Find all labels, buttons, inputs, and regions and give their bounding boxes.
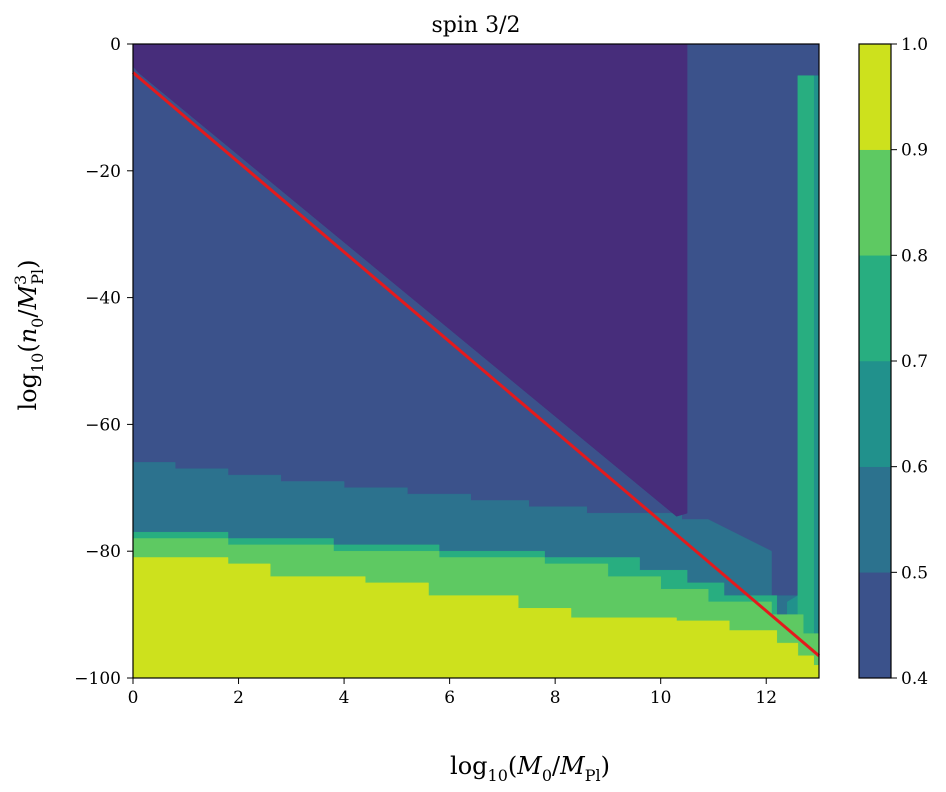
- x-tick-label: 10: [650, 688, 672, 708]
- contour-region-3: [797, 75, 814, 679]
- colorbar-segment: [858, 43, 892, 150]
- colorbar-tick-label: 0.4: [901, 669, 928, 689]
- contour-regions: [132, 43, 820, 679]
- threshold-lines: [132, 71, 820, 657]
- x-tick-label: 0: [128, 688, 139, 708]
- colorbar-tick-label: 0.9: [901, 141, 928, 161]
- colorbar: 0.4 0.5 0.6 0.7 0.8 0.9 1.0: [858, 35, 928, 689]
- x-tick-label: 6: [444, 688, 455, 708]
- y-tick-label: 0: [110, 35, 121, 55]
- plot-frame: [132, 43, 820, 679]
- colorbar-tick-label: 1.0: [901, 35, 928, 55]
- y-axis-label: log10(n0/M3Pl): [11, 259, 47, 410]
- colorbar-segment: [858, 149, 892, 256]
- y-tick-label: −60: [85, 415, 121, 435]
- chart-title: spin 3/2: [432, 13, 521, 38]
- colorbar-tick-label: 0.7: [901, 352, 928, 372]
- x-tick-label: 12: [755, 688, 777, 708]
- contour-region-6: [132, 557, 820, 679]
- y-tick-label: −40: [85, 289, 121, 309]
- colorbar-segment: [858, 572, 892, 679]
- threshold-line-0: [132, 71, 820, 657]
- colorbar-tick-label: 0.6: [901, 458, 928, 478]
- y-tick-label: −20: [85, 162, 121, 182]
- colorbar-tick-label: 0.8: [901, 246, 928, 266]
- colorbar-segment: [858, 360, 892, 467]
- y-tick-label: −80: [85, 542, 121, 562]
- x-tick-label: 8: [550, 688, 561, 708]
- y-tick-label: −100: [74, 669, 121, 689]
- x-tick-label: 4: [339, 688, 350, 708]
- colorbar-tick-label: 0.5: [901, 563, 928, 583]
- x-axis-ticks: 0 2 4 6 8 10 12: [128, 678, 777, 708]
- y-axis-ticks: 0 −20 −40 −60 −80 −100: [74, 35, 133, 689]
- x-axis-label: log10(M0/MPl): [450, 752, 610, 785]
- x-tick-label: 2: [233, 688, 244, 708]
- colorbar-segment: [858, 466, 892, 573]
- colorbar-segment: [858, 255, 892, 362]
